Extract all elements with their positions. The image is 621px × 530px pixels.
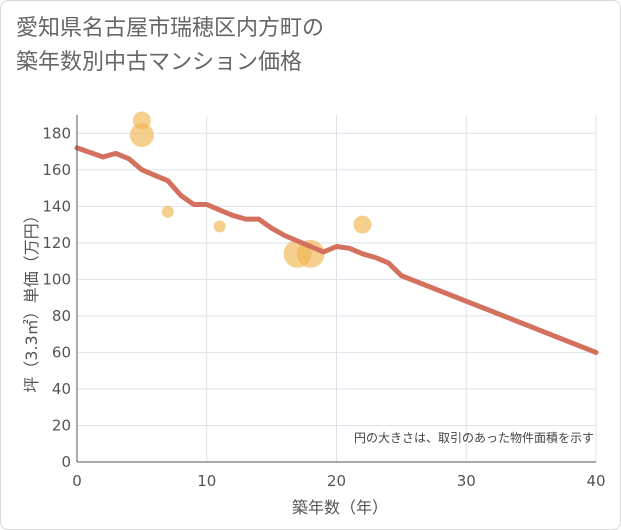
y-tick-label: 60	[52, 343, 71, 361]
x-tick-label: 10	[197, 472, 216, 490]
y-tick-label: 0	[61, 453, 71, 471]
y-tick-labels: 0 20 40 60 80 100 120 140 160 180	[42, 124, 71, 471]
x-tick-labels: 0 10 20 30 40	[72, 472, 605, 490]
y-tick-label: 120	[42, 234, 71, 252]
bubble-point	[161, 205, 174, 218]
y-tick-label: 80	[52, 307, 71, 325]
x-tick-label: 30	[457, 472, 476, 490]
axes	[76, 115, 596, 463]
bubble-point	[129, 123, 154, 148]
chart-title: 愛知県名古屋市瑞穂区内方町の 築年数別中古マンション価格	[16, 12, 324, 80]
bubble-point	[353, 215, 372, 234]
x-tick-label: 40	[586, 472, 605, 490]
size-note: 円の大きさは、取引のあった物件面積を示す	[354, 430, 594, 445]
y-tick-label: 20	[52, 416, 71, 434]
y-tick-label: 140	[42, 197, 71, 215]
y-tick-label: 40	[52, 380, 71, 398]
trend-line	[74, 145, 599, 355]
x-axis-label: 築年数（年）	[292, 498, 388, 517]
y-tick-label: 160	[42, 161, 71, 179]
y-tick-label: 180	[42, 124, 71, 142]
y-axis-label: 坪（3.3㎡）単価（万円）	[22, 207, 41, 392]
trend-layer	[74, 145, 599, 355]
title-line-1: 愛知県名古屋市瑞穂区内方町の	[16, 16, 325, 41]
x-tick-label: 0	[72, 472, 82, 490]
x-tick-label: 20	[327, 472, 346, 490]
bubble-point	[213, 220, 226, 233]
title-line-2: 築年数別中古マンション価格	[16, 50, 303, 75]
grid-lines	[77, 115, 597, 462]
y-tick-label: 100	[42, 270, 71, 288]
